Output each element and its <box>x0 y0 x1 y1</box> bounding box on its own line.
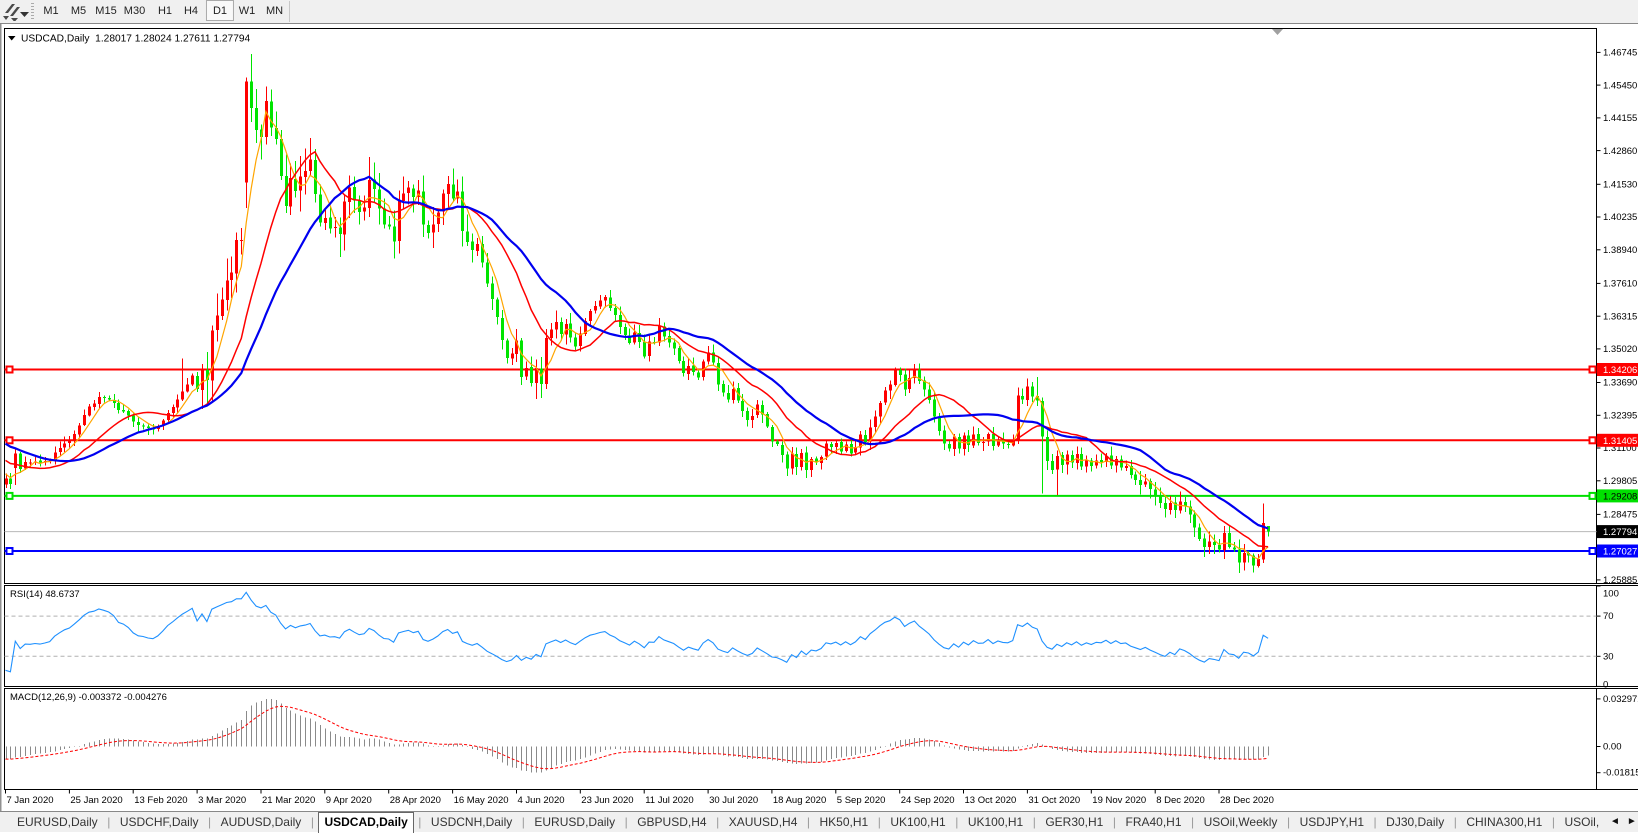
svg-text:1.29208: 1.29208 <box>1603 491 1637 502</box>
svg-text:24 Sep 2020: 24 Sep 2020 <box>901 795 955 806</box>
svg-text:1.25885: 1.25885 <box>1603 575 1637 586</box>
svg-text:1.32395: 1.32395 <box>1603 411 1637 422</box>
svg-text:MACD(12,26,9) -0.003372 -0.004: MACD(12,26,9) -0.003372 -0.004276 <box>10 692 167 703</box>
svg-text:100: 100 <box>1603 589 1619 600</box>
svg-text:70: 70 <box>1603 611 1614 622</box>
svg-text:8 Dec 2020: 8 Dec 2020 <box>1156 795 1205 806</box>
svg-text:RSI(14) 48.6737: RSI(14) 48.6737 <box>10 589 80 600</box>
svg-text:31 Oct 2020: 31 Oct 2020 <box>1028 795 1080 806</box>
svg-text:30 Jul 2020: 30 Jul 2020 <box>709 795 758 806</box>
svg-text:1.38940: 1.38940 <box>1603 245 1637 256</box>
svg-text:1.42860: 1.42860 <box>1603 146 1637 157</box>
svg-text:13 Oct 2020: 13 Oct 2020 <box>965 795 1017 806</box>
svg-text:5 Sep 2020: 5 Sep 2020 <box>837 795 886 806</box>
svg-text:1.33690: 1.33690 <box>1603 378 1637 389</box>
svg-text:1.44155: 1.44155 <box>1603 113 1637 124</box>
svg-text:1.28475: 1.28475 <box>1603 510 1637 521</box>
svg-text:1.37610: 1.37610 <box>1603 279 1637 290</box>
svg-text:USDCAD,Daily 1.28017 1.28024: USDCAD,Daily 1.28017 1.28024 1.27611 1.2… <box>21 34 251 45</box>
svg-text:1.29805: 1.29805 <box>1603 476 1637 487</box>
svg-text:1.45450: 1.45450 <box>1603 80 1637 91</box>
svg-text:1.27027: 1.27027 <box>1603 547 1637 558</box>
svg-text:1.31405: 1.31405 <box>1603 436 1637 447</box>
svg-text:1.27794: 1.27794 <box>1603 527 1637 538</box>
svg-text:0: 0 <box>1603 680 1608 691</box>
svg-text:23 Jun 2020: 23 Jun 2020 <box>581 795 633 806</box>
svg-text:1.34206: 1.34206 <box>1603 365 1637 376</box>
svg-text:1.40235: 1.40235 <box>1603 212 1637 223</box>
svg-text:1.36315: 1.36315 <box>1603 311 1637 322</box>
svg-text:30: 30 <box>1603 651 1614 662</box>
svg-text:-0.01815: -0.01815 <box>1603 768 1638 779</box>
svg-text:1.46745: 1.46745 <box>1603 48 1637 59</box>
svg-text:1.35020: 1.35020 <box>1603 344 1637 355</box>
svg-text:7 Jan 2020: 7 Jan 2020 <box>7 795 54 806</box>
svg-text:11 Jul 2020: 11 Jul 2020 <box>645 795 693 806</box>
svg-text:25 Jan 2020: 25 Jan 2020 <box>70 795 122 806</box>
svg-text:21 Mar 2020: 21 Mar 2020 <box>262 795 315 806</box>
svg-text:18 Aug 2020: 18 Aug 2020 <box>773 795 826 806</box>
svg-text:1.31100: 1.31100 <box>1603 443 1637 454</box>
svg-text:4 Jun 2020: 4 Jun 2020 <box>518 795 565 806</box>
svg-text:0.00: 0.00 <box>1603 742 1622 753</box>
svg-text:13 Feb 2020: 13 Feb 2020 <box>134 795 187 806</box>
svg-text:9 Apr 2020: 9 Apr 2020 <box>326 795 372 806</box>
svg-text:28 Apr 2020: 28 Apr 2020 <box>390 795 441 806</box>
svg-text:3 Mar 2020: 3 Mar 2020 <box>198 795 246 806</box>
svg-text:28 Dec 2020: 28 Dec 2020 <box>1220 795 1274 806</box>
svg-text:16 May 2020: 16 May 2020 <box>454 795 509 806</box>
svg-text:1.41530: 1.41530 <box>1603 180 1637 191</box>
svg-text:19 Nov 2020: 19 Nov 2020 <box>1092 795 1146 806</box>
svg-text:0.032972: 0.032972 <box>1603 694 1638 705</box>
